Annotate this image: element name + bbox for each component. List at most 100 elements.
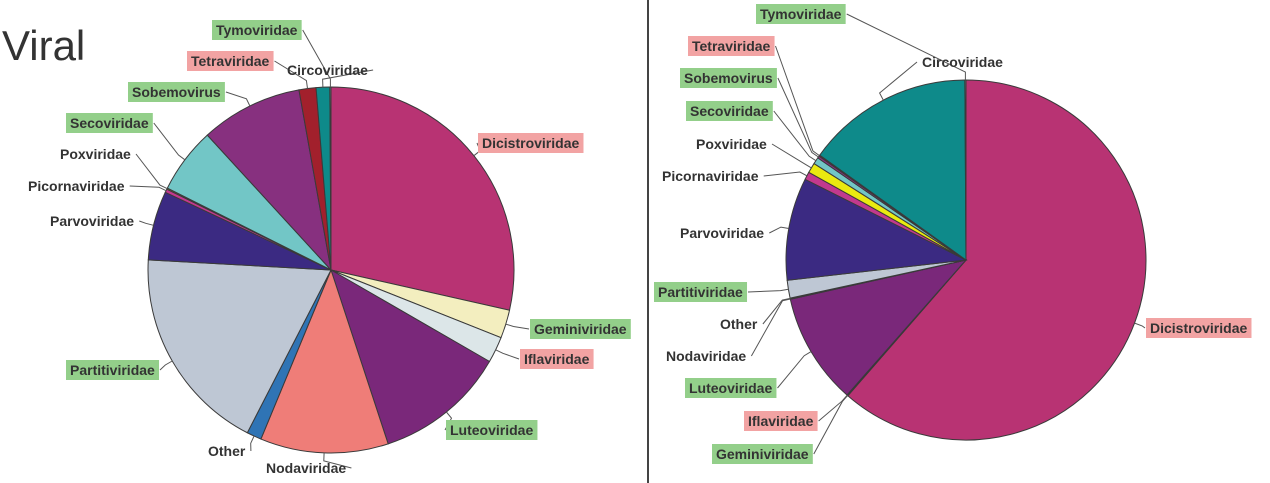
page-title: Viral (2, 22, 86, 69)
leader-lines (747, 13, 1146, 455)
pie-slices (147, 86, 515, 454)
slice-label-circoviridae: Circoviridae (922, 54, 1003, 70)
slice-label-text: Circoviridae (287, 62, 368, 78)
label-highlight (685, 378, 777, 398)
slice-label-text: Tetraviridae (692, 38, 771, 54)
leader-line-tetraviridae (274, 60, 308, 89)
leader-line-circoviridae (322, 69, 374, 88)
leader-line-picornaviridae (763, 171, 808, 177)
label-highlight (478, 133, 584, 153)
leader-line-tetraviridae (775, 45, 820, 157)
slice-labels: Dicistroviridae Geminiviridae Iflaviridae L… (654, 4, 1252, 464)
leader-line-circoviridae (878, 61, 918, 101)
label-highlight (128, 82, 225, 102)
leader-line-nodaviridae (750, 298, 791, 357)
slice-label-other: Other (208, 443, 246, 459)
slice-label-luteoviridae: Luteoviridae (446, 420, 538, 440)
slice-label-geminiviridae: Geminiviridae (712, 444, 813, 464)
slice-label-iflaviridae: Iflaviridae (520, 349, 594, 369)
leader-line-parvoviridae (769, 226, 789, 234)
slice-label-iflaviridae: Iflaviridae (744, 411, 818, 431)
panel-divider (647, 0, 649, 483)
leader-line-other (250, 435, 255, 452)
label-highlight (530, 319, 631, 339)
slice-label-text: Luteoviridae (689, 380, 772, 396)
leader-line-luteoviridae (777, 351, 812, 389)
leader-line-sobemovirus (225, 91, 251, 107)
pie-chart-left: Dicistroviridae Geminiviridae Iflaviridae L… (28, 20, 631, 476)
slice-label-text: Geminiviridae (534, 321, 627, 337)
slice-label-text: Tymoviridae (760, 6, 842, 22)
slice-label-nodaviridae: Nodaviridae (666, 348, 746, 364)
slice-label-tetraviridae: Tetraviridae (688, 36, 775, 56)
leader-line-iflaviridae (818, 394, 848, 422)
leader-line-dicistroviridae (1134, 322, 1146, 329)
slice-label-tymoviridae: Tymoviridae (756, 4, 846, 24)
leader-line-sobemovirus (777, 77, 819, 158)
pie-chart-left-svg: Dicistroviridae Geminiviridae Iflaviridae L… (28, 20, 631, 476)
label-highlight (520, 349, 594, 369)
slice-label-sobemovirus: Sobemovirus (680, 68, 777, 88)
label-highlight (66, 360, 160, 380)
leader-line-other (762, 297, 791, 325)
slice-label-text: Partitiviridae (658, 284, 743, 300)
slice-label-text: Sobemovirus (132, 84, 221, 100)
label-highlight (756, 4, 846, 24)
slice-label-parvoviridae: Parvoviridae (680, 225, 764, 241)
slice-label-text: Secoviridae (70, 115, 149, 131)
slice-label-poxviridae: Poxviridae (696, 136, 767, 152)
slice-label-text: Sobemovirus (684, 70, 773, 86)
pie-chart-right-svg: Dicistroviridae Geminiviridae Iflaviridae L… (654, 4, 1252, 464)
slice-label-text: Geminiviridae (716, 446, 809, 462)
leader-line-parvoviridae (139, 220, 154, 226)
slice-label-text: Poxviridae (696, 136, 767, 152)
label-highlight (66, 113, 153, 133)
slice-label-text: Partitiviridae (70, 362, 155, 378)
slice-label-geminiviridae: Geminiviridae (530, 319, 631, 339)
pie-chart-right: Dicistroviridae Geminiviridae Iflaviridae L… (650, 0, 1270, 483)
pie-slice-nodaviridae (260, 268, 389, 454)
slice-label-secoviridae: Secoviridae (66, 113, 153, 133)
label-highlight (744, 411, 818, 431)
slice-label-text: Dicistroviridae (1150, 320, 1247, 336)
slice-label-poxviridae: Poxviridae (60, 146, 131, 162)
slice-label-text: Nodaviridae (266, 460, 346, 476)
pie-slice-dicistroviridae (847, 79, 1147, 441)
label-highlight (686, 101, 773, 121)
slice-label-tymoviridae: Tymoviridae (212, 20, 302, 40)
label-highlight (1146, 318, 1252, 338)
label-highlight (446, 420, 538, 440)
slice-label-sobemovirus: Sobemovirus (128, 82, 225, 102)
slice-label-text: Circoviridae (922, 54, 1003, 70)
label-highlight (654, 282, 748, 302)
slice-label-picornaviridae: Picornaviridae (662, 168, 759, 184)
leader-line-partitiviridae (747, 288, 789, 293)
slice-label-partitiviridae: Partitiviridae (66, 360, 160, 380)
slice-label-text: Other (208, 443, 246, 459)
leader-line-partitiviridae (159, 360, 173, 371)
slice-label-secoviridae: Secoviridae (686, 101, 773, 121)
slice-label-text: Poxviridae (60, 146, 131, 162)
slice-label-partitiviridae: Partitiviridae (654, 282, 748, 302)
leader-line-tymoviridae (302, 29, 331, 87)
slice-label-luteoviridae: Luteoviridae (685, 378, 777, 398)
leader-line-secoviridae (773, 110, 817, 162)
leader-line-picornaviridae (129, 185, 167, 192)
label-highlight (187, 51, 274, 71)
slice-label-nodaviridae: Nodaviridae (266, 460, 346, 476)
slice-label-circoviridae: Circoviridae (287, 62, 368, 78)
leader-line-iflaviridae (495, 349, 520, 360)
slice-label-dicistroviridae: Dicistroviridae (1146, 318, 1252, 338)
slice-label-text: Nodaviridae (666, 348, 746, 364)
slice-labels: Dicistroviridae Geminiviridae Iflaviridae L… (28, 20, 631, 476)
label-highlight (680, 68, 777, 88)
slice-label-text: Dicistroviridae (482, 135, 579, 151)
slice-label-text: Other (720, 316, 758, 332)
pie-slice-partitiviridae (147, 259, 332, 434)
leader-line-tymoviridae (846, 13, 966, 80)
slice-label-text: Tetraviridae (191, 53, 270, 69)
pie-slice-luteoviridae (789, 259, 968, 396)
slice-label-text: Iflaviridae (524, 351, 590, 367)
slice-label-parvoviridae: Parvoviridae (50, 213, 134, 229)
slice-label-text: Picornaviridae (28, 178, 125, 194)
